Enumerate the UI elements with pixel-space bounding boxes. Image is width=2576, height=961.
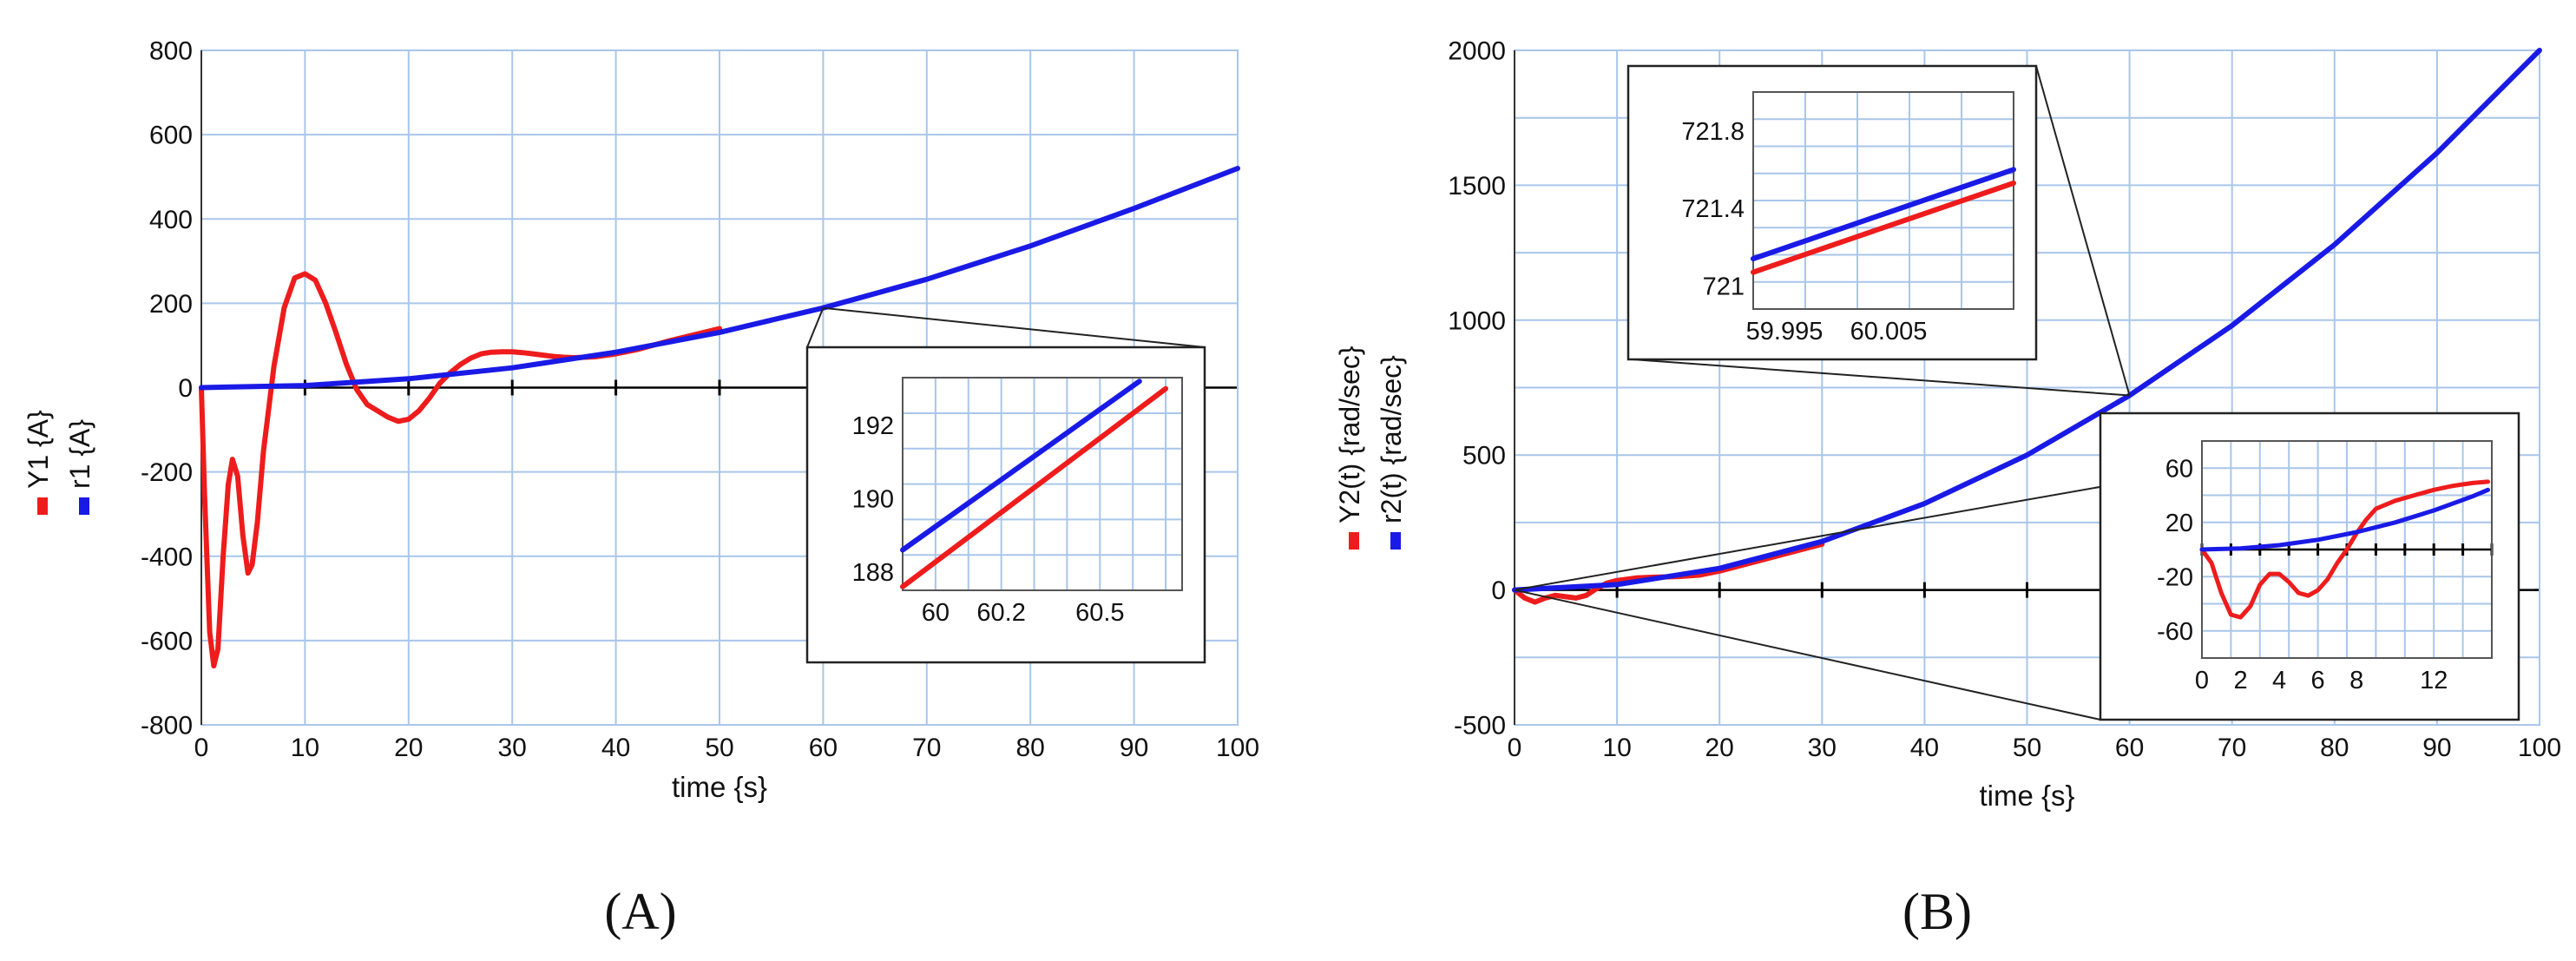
b-y-tick-label: 2000: [1448, 37, 1506, 66]
a-y-tick-label: 200: [149, 290, 193, 319]
a-legend-label: r1 {A}: [64, 419, 95, 489]
a-inset-x-tick-label: 60.2: [976, 599, 1025, 627]
b-y-tick-label: 1000: [1448, 306, 1506, 335]
b-x-tick-label: 90: [2422, 734, 2451, 762]
a-inset-plot-border: [902, 377, 1183, 591]
b-top-inset-y-tick-label: 721: [1703, 273, 1745, 300]
b-legend-swatch: [1349, 532, 1359, 550]
b-top-inset-x-tick-label: 60.005: [1850, 318, 1928, 346]
a-legend-entry: Y1 {A}: [23, 410, 54, 515]
b-y-tick-label: 500: [1462, 442, 1506, 471]
b-top-inset-y-tick-label: 721.4: [1681, 195, 1745, 223]
b-legend-label: Y2(t) {rad/sec}: [1334, 346, 1365, 523]
a-inset-y-tick-label: 188: [852, 559, 894, 587]
b-top-inset-y-tick-label: 721.8: [1681, 118, 1745, 146]
b-x-tick-label: 20: [1705, 734, 1734, 762]
a-y-tick-label: -200: [141, 458, 193, 487]
a-inset-y-tick-label: 192: [852, 412, 894, 440]
a-legend-swatch: [79, 497, 89, 515]
b-legend-swatch: [1390, 532, 1401, 550]
b-bottom-inset-x-tick-label: 0: [2195, 667, 2209, 694]
b-bottom-inset-series-0-line: [2199, 479, 2490, 620]
a-x-tick-label: 20: [394, 734, 423, 762]
a-x-axis-title: time {s}: [672, 771, 767, 803]
a-x-tick-label: 40: [601, 734, 630, 762]
a-inset-connector: [823, 306, 1206, 348]
b-x-tick-label: 30: [1808, 734, 1837, 762]
b-top-inset-series-1-line: [1751, 167, 2016, 261]
a-legend-swatch: [37, 497, 48, 515]
b-top-inset-series-0-line: [1751, 180, 2016, 275]
a-y-tick-label: 400: [149, 206, 193, 234]
a-inset-x-tick-label: 60: [922, 599, 950, 627]
b-legend-entry: r2(t) {rad/sec}: [1376, 355, 1407, 550]
a-inset-series-1-line: [900, 378, 1142, 553]
b-legend-entry: Y2(t) {rad/sec}: [1334, 346, 1365, 550]
b-bottom-inset-x-tick-label: 8: [2349, 667, 2363, 694]
a-x-tick-label: 60: [809, 734, 838, 762]
panel-b: 0 10 20 30 40 50 60 70 80 90 100-50005001000150020…: [1334, 37, 2561, 813]
b-x-tick-label: 50: [2013, 734, 2041, 762]
a-x-tick-label: 70: [912, 734, 941, 762]
a-x-tick-label: 10: [291, 734, 319, 762]
a-legend-entry: r1 {A}: [64, 419, 95, 515]
b-bottom-inset-x-tick-label: 2: [2233, 667, 2247, 694]
b-x-tick-label: 80: [2320, 734, 2349, 762]
a-x-tick-label: 80: [1016, 734, 1045, 762]
a-legend-label: Y1 {A}: [23, 410, 54, 489]
b-x-tick-label: 40: [1910, 734, 1939, 762]
a-inset-series-0-line: [900, 385, 1169, 589]
b-x-tick-label: 100: [2518, 734, 2561, 762]
b-bottom-inset-connector: [1514, 589, 2101, 721]
b-x-tick-label: 10: [1602, 734, 1631, 762]
b-bottom-inset-y-tick-label: 20: [2165, 510, 2193, 537]
a-x-tick-label: 90: [1120, 734, 1148, 762]
panel-a: 0 10 20 30 40 50 60 70 80 90 100 -800 -600 -400 -200 0 2…: [23, 37, 1259, 804]
b-bottom-inset-y-tick-label: -60: [2157, 618, 2193, 646]
b-bottom-inset-x-tick-label: 12: [2420, 667, 2448, 694]
a-x-tick-label: 100: [1216, 734, 1259, 762]
panel-b-label: (B): [1902, 883, 1972, 940]
a-x-tick-label: 0: [194, 734, 209, 762]
a-y-tick-label: -400: [141, 543, 193, 571]
b-bottom-inset-x-tick-label: 6: [2311, 667, 2325, 694]
a-series-0-line: [199, 271, 722, 668]
a-y-tick-label: -600: [141, 627, 193, 655]
b-y-tick-label: -500: [1454, 712, 1506, 740]
b-legend-label: r2(t) {rad/sec}: [1376, 355, 1407, 523]
b-x-tick-label: 0: [1508, 734, 1522, 762]
a-y-tick-label: 600: [149, 122, 193, 150]
b-y-tick-label: 0: [1491, 576, 1506, 605]
b-x-axis-title: time {s}: [1979, 780, 2074, 812]
a-inset-y-tick-label: 190: [852, 486, 894, 514]
a-x-tick-label: 50: [705, 734, 733, 762]
b-bottom-inset-y-tick-label: 60: [2165, 455, 2193, 483]
b-bottom-inset-series-1-line: [2199, 487, 2490, 552]
b-top-inset-x-tick-label: 59.995: [1746, 318, 1824, 346]
b-bottom-inset-x-tick-label: 4: [2272, 667, 2286, 694]
b-top-inset-plot-border: [1752, 91, 2014, 310]
b-bottom-inset-y-tick-label: -20: [2157, 563, 2193, 591]
a-y-tick-label: -800: [141, 712, 193, 740]
a-inset-x-tick-label: 60.5: [1075, 599, 1124, 627]
a-y-tick-label: 0: [178, 374, 193, 403]
a-y-tick-label: 800: [149, 37, 193, 66]
b-x-tick-label: 70: [2218, 734, 2246, 762]
b-top-inset-connector: [2035, 65, 2131, 396]
a-series-1-line: [199, 166, 1240, 391]
a-x-tick-label: 30: [498, 734, 527, 762]
a-inset-connector: [806, 307, 825, 348]
panel-a-label: (A): [604, 883, 676, 940]
b-x-tick-label: 60: [2115, 734, 2144, 762]
b-y-tick-label: 1500: [1448, 172, 1506, 201]
b-top-inset-connector: [1632, 359, 2130, 397]
